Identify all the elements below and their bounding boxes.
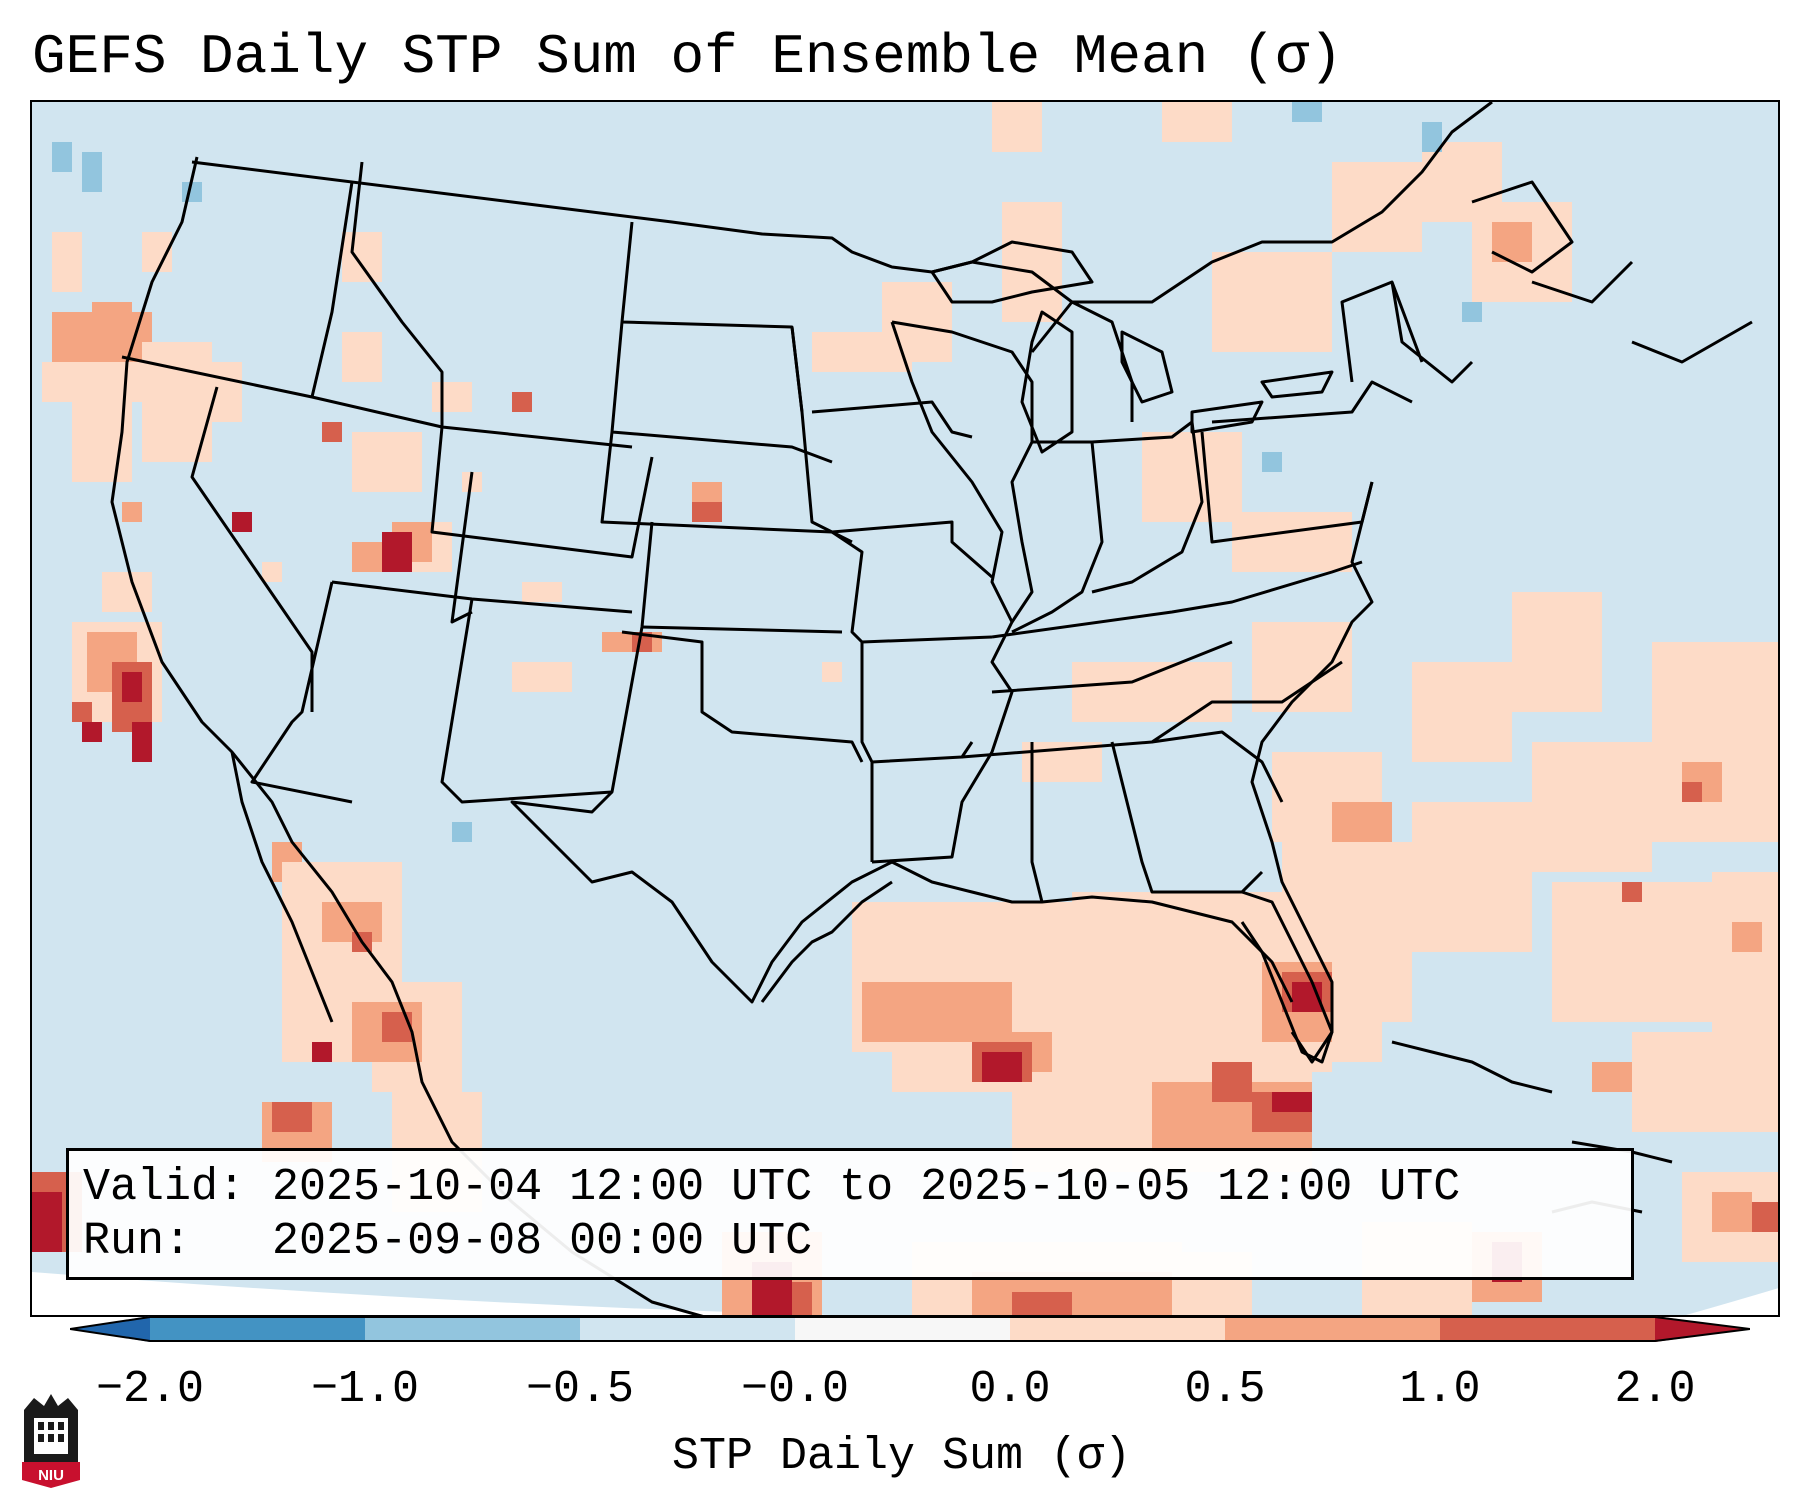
run-row: Run: 2025-09-08 00:00 UTC <box>83 1215 1617 1269</box>
colorbar-tick-label: 1.0 <box>1399 1364 1481 1415</box>
valid-time-range: 2025-10-04 12:00 UTC to 2025-10-05 12:00… <box>272 1162 1461 1213</box>
niu-logo: NIU <box>22 1394 80 1488</box>
stp-field-map <box>32 102 1778 1315</box>
run-time: 2025-09-08 00:00 UTC <box>272 1216 813 1267</box>
colorbar-over-triangle <box>1655 1316 1750 1342</box>
map-panel <box>30 100 1780 1317</box>
negative-stp-cells <box>52 102 1482 842</box>
colorbar-tick-label: 0.0 <box>969 1364 1051 1415</box>
colorbar-tick-label: −1.0 <box>310 1364 420 1415</box>
valid-run-info-box: Valid: 2025-10-04 12:00 UTC to 2025-10-0… <box>66 1148 1634 1280</box>
colorbar-tick-label: −0.5 <box>525 1364 635 1415</box>
colorbar-tick-label: −2.0 <box>95 1364 205 1415</box>
colorbar-tick-label: 0.5 <box>1184 1364 1266 1415</box>
colorbar-bin-6 <box>1225 1316 1440 1342</box>
niu-logo-text: NIU <box>38 1467 64 1484</box>
run-label: Run: <box>83 1216 192 1267</box>
colorbar-under-triangle <box>70 1316 150 1342</box>
colorbar-bin-4 <box>795 1316 1010 1342</box>
valid-row: Valid: 2025-10-04 12:00 UTC to 2025-10-0… <box>83 1161 1617 1215</box>
positive-stp-cells <box>32 102 1778 1315</box>
colorbar-bin-1 <box>150 1316 365 1342</box>
colorbar-tick-label: −0.0 <box>740 1364 850 1415</box>
colorbar-bin-3 <box>580 1316 795 1342</box>
colorbar-outline <box>70 1316 1750 1342</box>
colorbar-bin-2 <box>365 1316 580 1342</box>
colorbar-tick-label: 2.0 <box>1614 1364 1696 1415</box>
colorbar-bin-7 <box>1440 1316 1655 1342</box>
valid-label: Valid: <box>83 1162 246 1213</box>
colorbar <box>70 1316 1750 1342</box>
map-title: GEFS Daily STP Sum of Ensemble Mean (σ) <box>32 25 1343 89</box>
colorbar-label: STP Daily Sum (σ) <box>671 1431 1132 1482</box>
state-and-country-borders <box>110 102 1753 1315</box>
colorbar-bin-5 <box>1010 1316 1225 1342</box>
